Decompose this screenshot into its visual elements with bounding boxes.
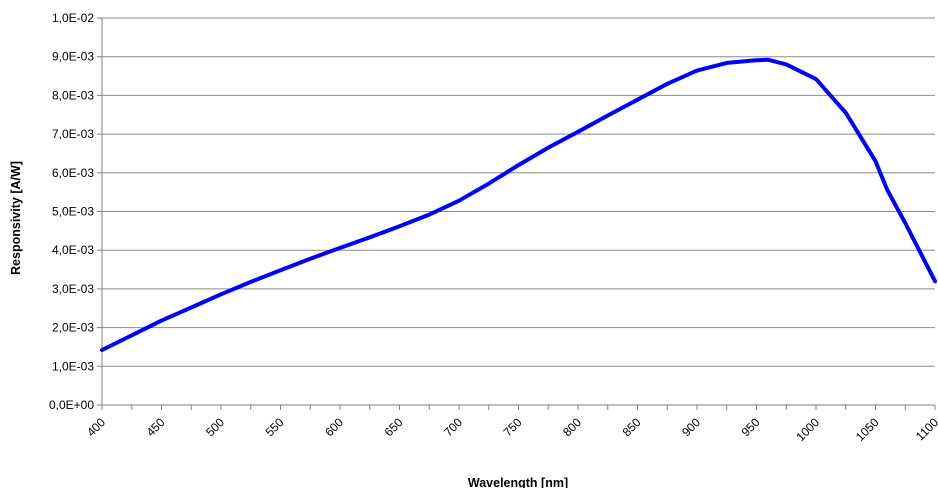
- x-tick-label: 950: [739, 415, 763, 439]
- x-tick-label: 500: [203, 415, 227, 439]
- x-axis-title: Wavelength [nm]: [468, 476, 568, 488]
- x-tick-label: 750: [501, 415, 525, 439]
- y-tick-label: 4,0E-03: [52, 243, 94, 257]
- gridlines: [102, 17, 935, 367]
- series-layer: [100, 57, 937, 352]
- y-tick-label: 1,0E-02: [52, 11, 94, 25]
- y-axis-title: Responsivity [A/W]: [9, 161, 23, 275]
- responsivity-series-line: [100, 57, 937, 352]
- x-tick-label: 900: [679, 415, 703, 439]
- y-tick-label: 7,0E-03: [52, 127, 94, 141]
- y-tick-label: 8,0E-03: [52, 88, 94, 102]
- x-tick-label: 850: [620, 415, 644, 439]
- y-tick-label: 9,0E-03: [52, 50, 94, 64]
- y-tick-label: 5,0E-03: [52, 205, 94, 219]
- y-tick-label: 2,0E-03: [52, 321, 94, 335]
- x-tick-label: 400: [84, 415, 108, 439]
- x-tick-label: 1100: [913, 415, 938, 443]
- x-tick-label: 1000: [793, 415, 822, 444]
- x-tick-label: 650: [382, 415, 406, 439]
- x-tick-labels: 400 450 500 550 600 650 700 750 800 850 900 950 1000…: [84, 415, 938, 444]
- x-tick-label: 550: [263, 415, 287, 439]
- y-tick-label: 1,0E-03: [52, 359, 94, 373]
- axes: [97, 17, 936, 410]
- y-tick-label: 3,0E-03: [52, 282, 94, 296]
- x-tick-label: 600: [322, 415, 346, 439]
- y-tick-label: 6,0E-03: [52, 166, 94, 180]
- x-tick-label: 800: [560, 415, 584, 439]
- x-tick-label: 1050: [853, 415, 882, 444]
- x-tick-label: 450: [144, 415, 168, 439]
- x-tick-label: 700: [441, 415, 465, 439]
- y-tick-label: 0,0E+00: [49, 398, 94, 412]
- y-tick-labels: 0,0E+00 1,0E-03 2,0E-03 3,0E-03 4,0E-03 5,0E-…: [49, 11, 94, 412]
